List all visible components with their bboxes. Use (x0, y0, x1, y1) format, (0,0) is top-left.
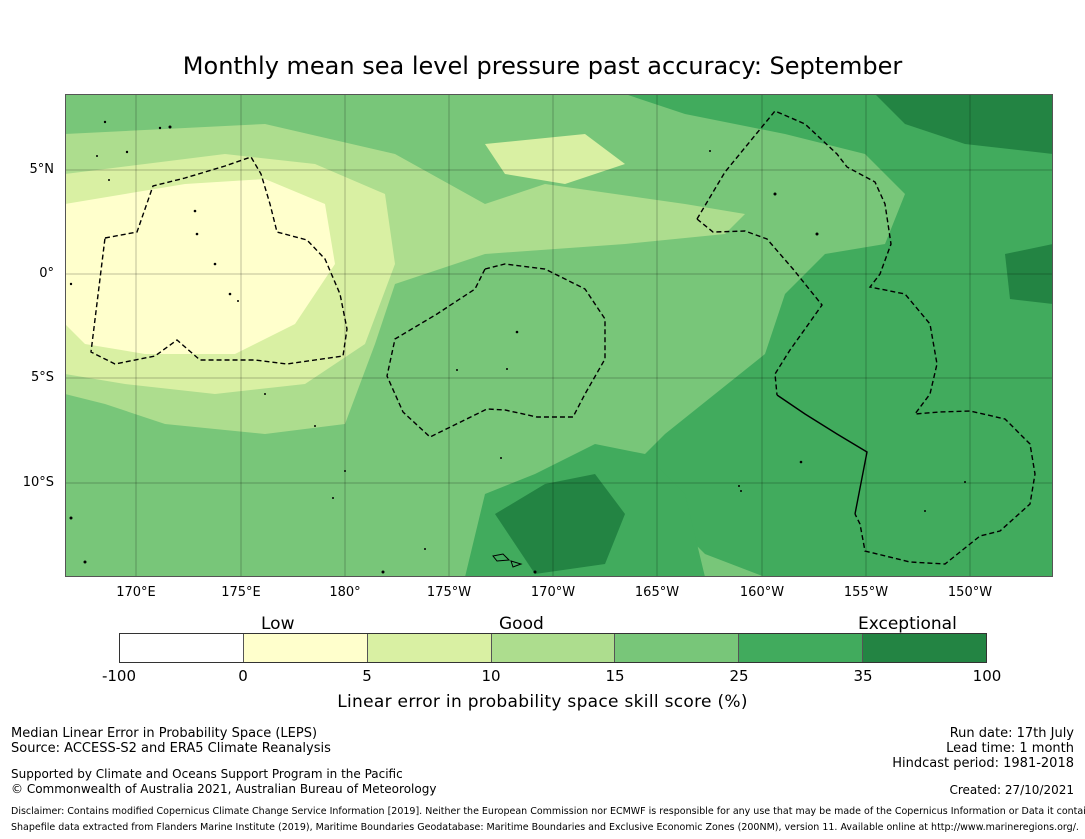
colorbar-tick: 15 (605, 667, 625, 685)
colorbar-segment-6 (739, 634, 864, 662)
footer-created: Created: 27/10/2021 (949, 783, 1074, 797)
colorbar-tick: 35 (853, 667, 873, 685)
skill-map (65, 94, 1053, 577)
lat-label-0: 0° (39, 266, 54, 281)
lon-label-150w: 150°W (947, 585, 993, 600)
colorbar-segment-5 (615, 634, 740, 662)
footer-shapefile-credit: Shapefile data extracted from Flanders M… (11, 822, 1079, 833)
colorbar-segment-4 (491, 634, 616, 662)
colorbar-tick: 100 (972, 667, 1002, 685)
lon-label-155w: 155°W (843, 585, 889, 600)
colorbar-segment-3 (367, 634, 492, 662)
region-exceptional-s (495, 474, 625, 574)
region-fair-patch-n (485, 134, 625, 184)
islands (69, 120, 966, 574)
footer-hindcast: Hindcast period: 1981-2018 (892, 756, 1074, 771)
colorbar-tick: 0 (238, 667, 248, 685)
lon-label-175e: 175°E (221, 585, 261, 600)
colorbar-tick: 10 (481, 667, 501, 685)
eez-boundaries (90, 110, 1036, 565)
graticule (65, 94, 1053, 577)
lon-label-170e: 170°E (116, 585, 156, 600)
footer-disclaimer: Disclaimer: Contains modified Copernicus… (11, 806, 1085, 817)
lon-label-165w: 165°W (634, 585, 680, 600)
footer-method: Median Linear Error in Probability Space… (11, 726, 318, 741)
colorbar-tick: 5 (362, 667, 372, 685)
colorbar-segment-7 (863, 634, 987, 662)
footer-run-date: Run date: 17th July (949, 726, 1074, 741)
region-low-west (65, 179, 335, 354)
eez-boundary-solid (776, 394, 868, 515)
lon-label-160w: 160°W (739, 585, 785, 600)
lat-label-5n: 5°N (29, 162, 55, 177)
eez-boundary-central (386, 263, 606, 438)
colorbar-segment-1 (120, 634, 244, 662)
island-outline-south (492, 553, 523, 568)
footer-copyright: © Commonwealth of Australia 2021, Austra… (11, 782, 437, 796)
legend-category-good: Good (499, 614, 544, 634)
footer-lead-time: Lead time: 1 month (946, 741, 1074, 756)
lon-label-170w: 170°W (530, 585, 576, 600)
footer-source: Source: ACCESS-S2 and ERA5 Climate Reana… (11, 741, 331, 756)
colorbar-tick: 25 (729, 667, 749, 685)
region-exceptional-ne (875, 94, 1053, 154)
legend-category-exceptional: Exceptional (858, 614, 957, 634)
lat-label-5s: 5°S (30, 370, 54, 385)
map-title: Monthly mean sea level pressure past acc… (182, 52, 903, 80)
eez-boundary-west (90, 156, 348, 365)
colorbar-segment-2 (243, 634, 368, 662)
region-exceptional-e (1005, 244, 1053, 304)
eez-boundary-east-inner (696, 218, 823, 396)
colorbar-tick: -100 (101, 667, 137, 685)
region-good-patch-c (475, 209, 665, 244)
lon-label-175w: 175°W (426, 585, 472, 600)
region-high-skill-east (625, 94, 1053, 577)
lon-label-180: 180° (329, 585, 361, 600)
lat-label-10s: 10°S (22, 475, 54, 490)
colorbar-label: Linear error in probability space skill … (337, 692, 748, 712)
footer-support: Supported by Climate and Oceans Support … (11, 767, 403, 781)
map-frame (65, 94, 1053, 577)
legend-category-low: Low (261, 614, 295, 634)
colorbar (119, 633, 987, 663)
